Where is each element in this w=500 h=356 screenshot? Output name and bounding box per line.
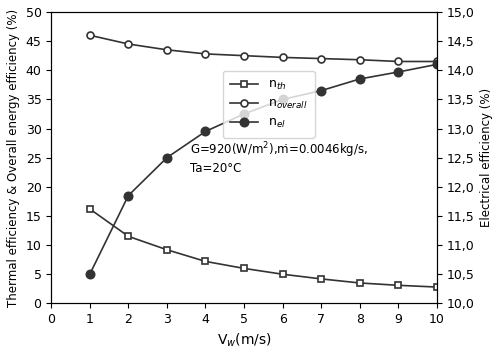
X-axis label: V$_{w}$(m/s): V$_{w}$(m/s)	[216, 332, 272, 349]
Y-axis label: Thermal efficiency & Overall energy efficiency (%): Thermal efficiency & Overall energy effi…	[7, 9, 20, 307]
Text: G=920(W/m$^{2}$),ṁ=0.0046kg/s,
Ta=20°C: G=920(W/m$^{2}$),ṁ=0.0046kg/s, Ta=20°C	[190, 140, 368, 175]
Legend: n$_{th}$, n$_{overall}$, n$_{el}$: n$_{th}$, n$_{overall}$, n$_{el}$	[222, 70, 315, 138]
Y-axis label: Electrical efficiency (%): Electrical efficiency (%)	[480, 88, 493, 227]
